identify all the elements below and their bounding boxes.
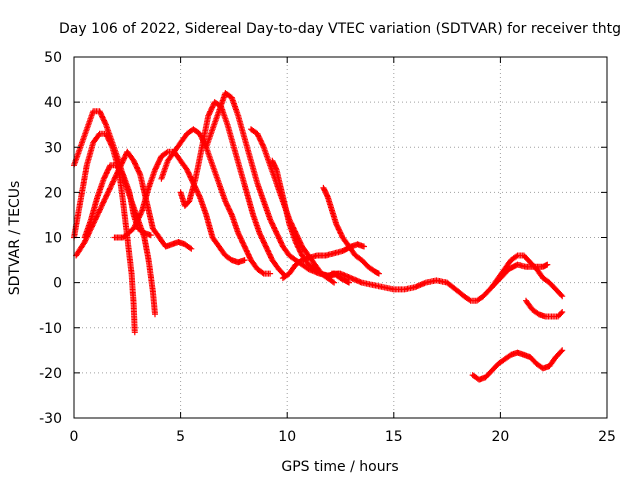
axes: 0 5 10 15 20 25 -30 -20 -10 0 10 20 30 40 50 xyxy=(39,50,616,445)
series-markers xyxy=(488,252,566,300)
series-markers xyxy=(177,99,289,279)
series-arc-7 xyxy=(177,99,289,279)
x-tick-label: 15 xyxy=(385,429,403,445)
x-tick-label: 0 xyxy=(70,429,79,445)
y-tick-label: 0 xyxy=(53,276,62,292)
series-arc-13 xyxy=(329,261,551,304)
y-tick-label: 10 xyxy=(44,231,62,247)
series-markers xyxy=(279,241,367,282)
x-axis-label: GPS time / hours xyxy=(281,459,398,475)
series-arc-12 xyxy=(320,184,382,277)
chart-title: Day 106 of 2022, Sidereal Day-to-day VTE… xyxy=(59,21,621,37)
y-axis-label: SDTVAR / TECUs xyxy=(7,181,23,296)
x-tick-label: 20 xyxy=(491,429,509,445)
series-markers xyxy=(71,108,158,318)
series-markers xyxy=(269,157,338,286)
series-markers xyxy=(469,347,566,383)
y-tick-label: -30 xyxy=(39,411,62,427)
series-arc-8 xyxy=(203,90,342,279)
y-tick-label: 30 xyxy=(44,140,62,156)
grid-lines xyxy=(74,57,607,418)
series-arc-6 xyxy=(158,126,274,277)
series-arc-16 xyxy=(469,347,566,383)
x-tick-label: 10 xyxy=(278,429,296,445)
y-tick-label: 40 xyxy=(44,95,62,111)
series-arc-10 xyxy=(269,157,338,286)
x-tick-label: 5 xyxy=(176,429,185,445)
series-markers xyxy=(81,162,154,241)
series-markers xyxy=(203,90,342,279)
series-arc-14 xyxy=(488,252,566,300)
data-series xyxy=(71,90,566,383)
series-markers xyxy=(158,126,274,277)
y-tick-label: 20 xyxy=(44,185,62,201)
series-markers xyxy=(523,297,566,320)
y-tick-label: -10 xyxy=(39,321,62,337)
series-arc-11 xyxy=(279,241,367,282)
series-markers xyxy=(329,261,551,304)
series-arc-1 xyxy=(71,108,158,318)
y-tick-label: 50 xyxy=(44,50,62,66)
series-arc-15 xyxy=(523,297,566,320)
y-tick-label: -20 xyxy=(39,366,62,382)
x-tick-label: 25 xyxy=(598,429,616,445)
series-arc-4 xyxy=(81,162,154,241)
series-markers xyxy=(320,184,382,277)
